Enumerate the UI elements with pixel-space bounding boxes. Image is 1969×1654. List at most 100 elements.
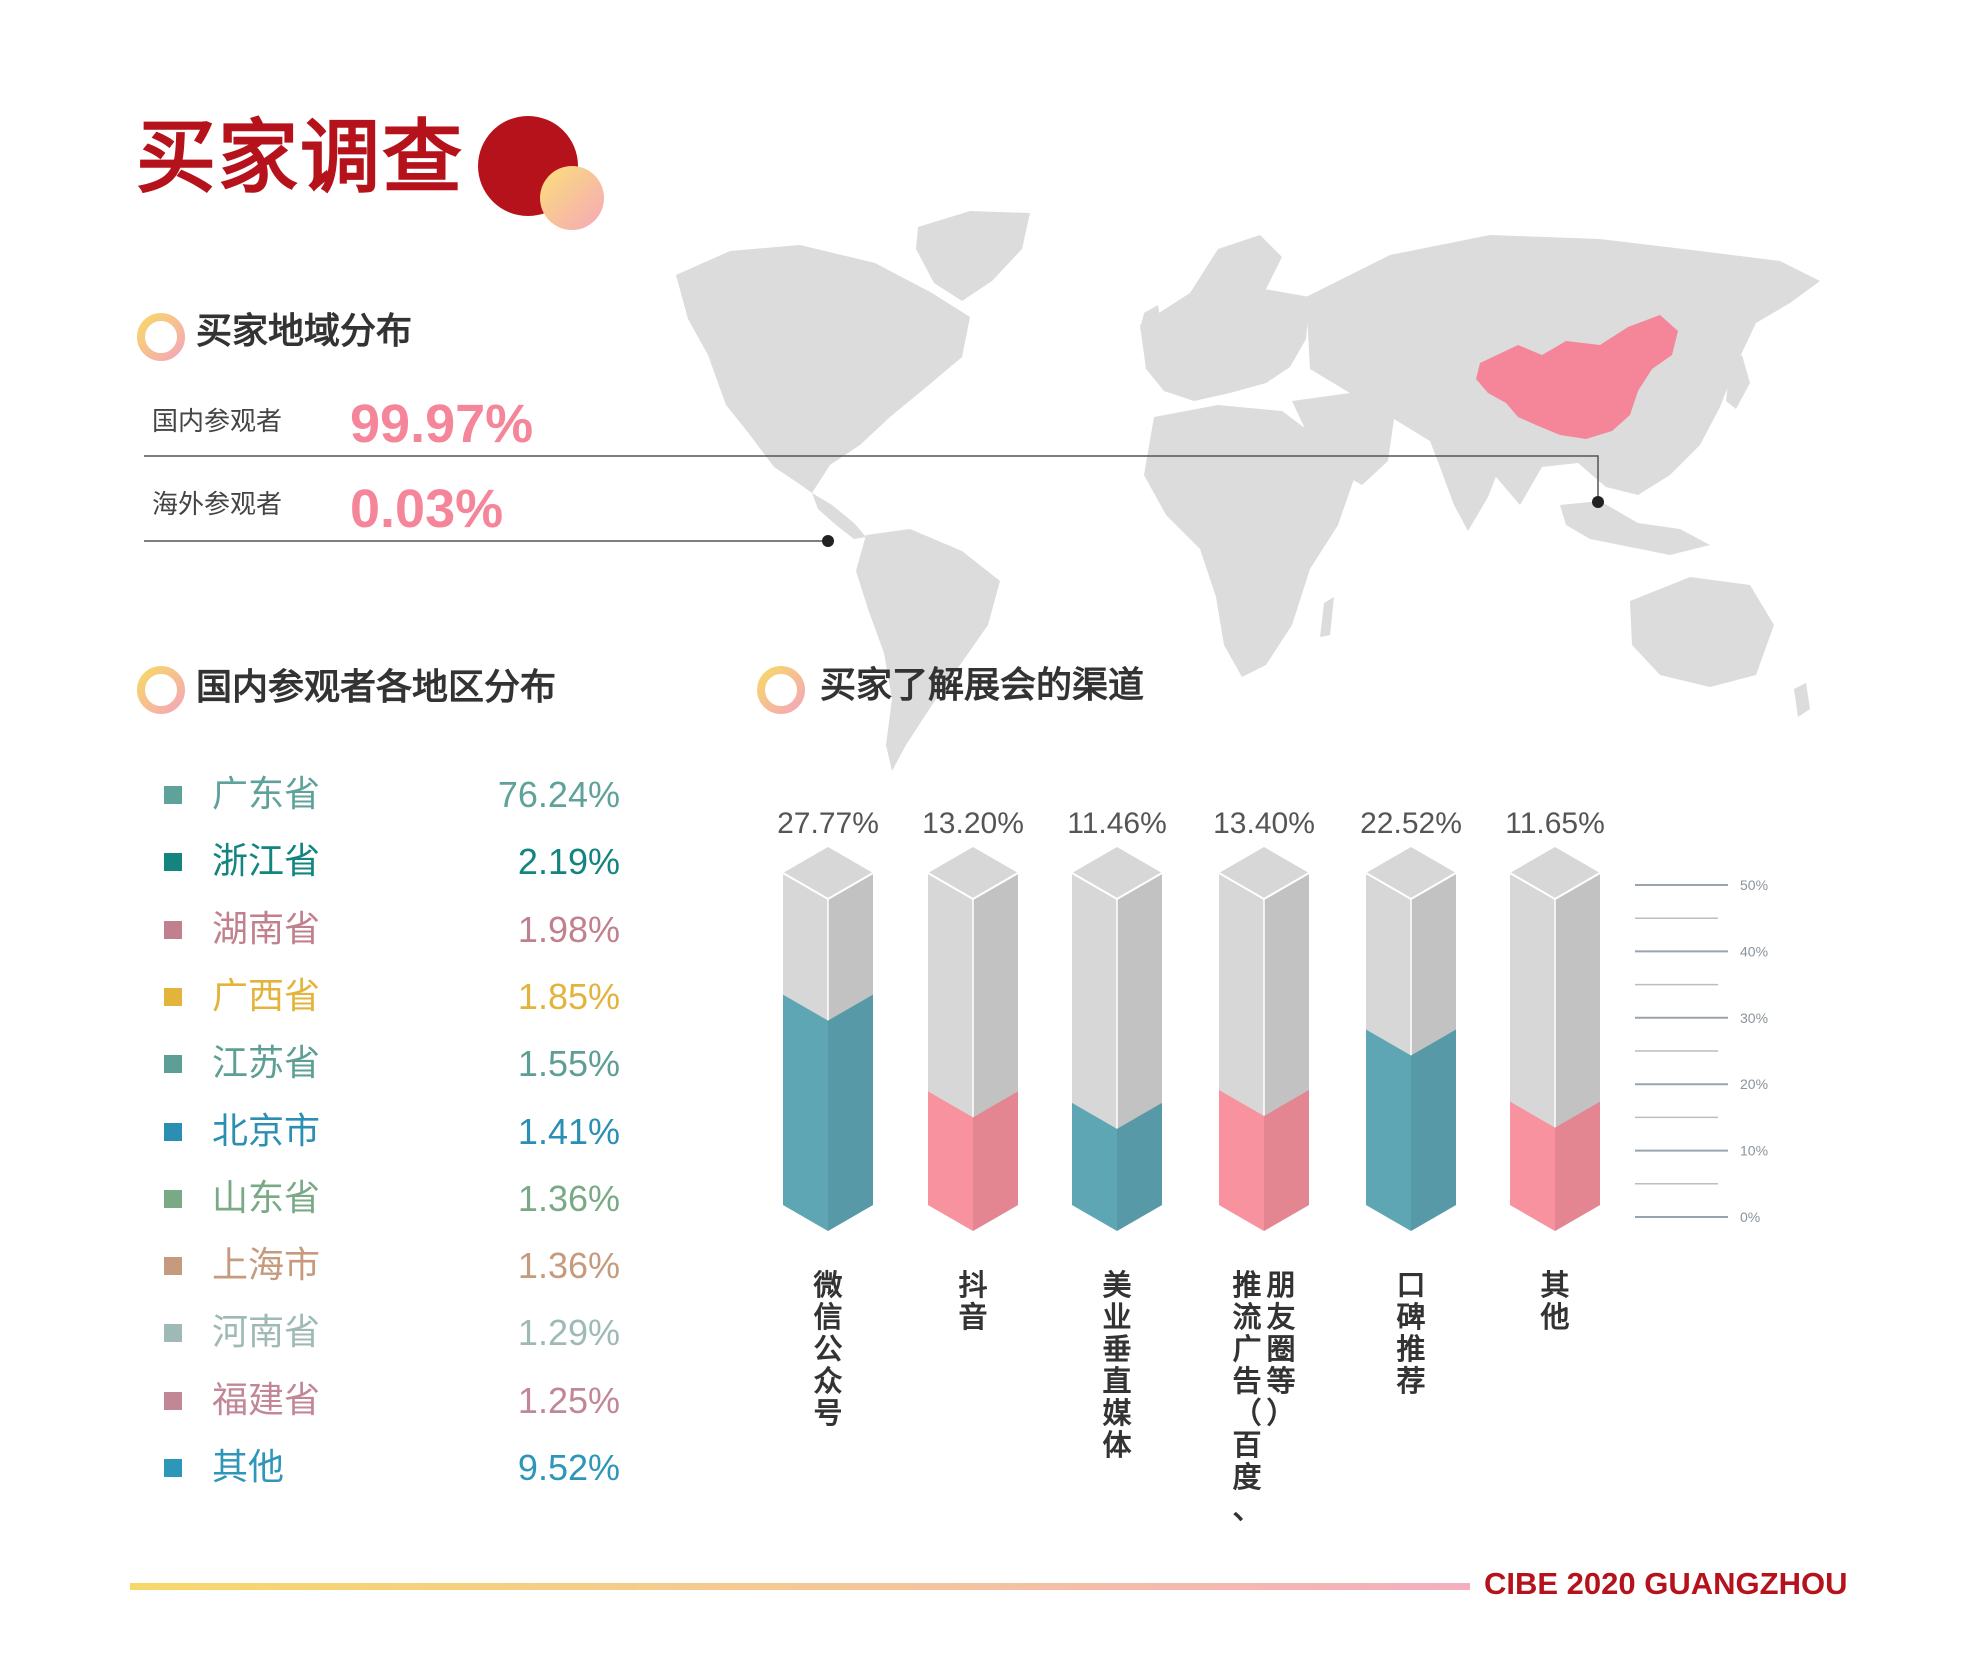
- channel-heading: 买家了解展会的渠道: [820, 665, 1145, 706]
- region-row: 湖南省 1.98%: [160, 907, 620, 953]
- ring-bullet-icon: [757, 666, 805, 714]
- channel-category-char: 广: [1232, 1332, 1261, 1366]
- region-row: 福建省 1.25%: [160, 1378, 620, 1424]
- channel-value-label: 22.52%: [1360, 807, 1462, 840]
- channel-category-char: 公: [813, 1332, 842, 1366]
- channel-category-char: 其: [1540, 1268, 1569, 1302]
- region-name: 浙江省: [212, 841, 321, 883]
- region-value: 1.98%: [517, 908, 620, 950]
- region-name: 上海市: [212, 1245, 321, 1287]
- region-row: 广西省 1.85%: [160, 974, 620, 1020]
- channel-category-char: 朋: [1266, 1268, 1295, 1302]
- china-highlight-shape: [1476, 315, 1678, 439]
- southeast-asia-shape: [1560, 501, 1710, 555]
- region-name: 北京市: [212, 1110, 321, 1152]
- channel-category-char: 口: [1396, 1268, 1425, 1302]
- channel-category-char: 百: [1232, 1428, 1261, 1462]
- region-name: 江苏省: [212, 1043, 321, 1085]
- domestic-leader-dot: [1592, 496, 1604, 508]
- channel-bar-fill-right: [828, 994, 873, 1231]
- australia-shape: [1630, 577, 1774, 687]
- scale-tick-label: 50%: [1740, 877, 1768, 893]
- region-row: 广东省 76.24%: [160, 772, 620, 818]
- region-value: 2.19%: [517, 841, 620, 883]
- region-swatch: [164, 1391, 182, 1410]
- region-row: 北京市 1.41%: [160, 1109, 620, 1155]
- overseas-visitors-value: 0.03%: [350, 479, 504, 539]
- region-swatch: [164, 1257, 182, 1276]
- domestic-visitors-value: 99.97%: [350, 394, 534, 454]
- new-zealand-shape: [1794, 683, 1810, 717]
- channel-category-char: 度: [1232, 1460, 1261, 1494]
- channel-bar-fill-right: [1264, 1090, 1309, 1231]
- channel-value-label: 11.46%: [1067, 807, 1167, 840]
- channel-bar-fill-right: [1411, 1029, 1456, 1231]
- region-name: 福建省: [212, 1379, 321, 1421]
- region-swatch: [164, 1122, 182, 1141]
- channel-bar-fill-right: [973, 1091, 1018, 1231]
- channel-category-char: 信: [813, 1300, 842, 1334]
- region-name: 河南省: [212, 1312, 321, 1354]
- overseas-leader-dot: [822, 535, 834, 547]
- region-row: 浙江省 2.19%: [160, 839, 620, 885]
- scandinavia-shape: [1190, 235, 1282, 299]
- channel-category-char: 告: [1232, 1364, 1261, 1398]
- channel-bar-fill-left: [1510, 1101, 1555, 1231]
- channel-category-char: （: [1232, 1396, 1261, 1430]
- region-value: 1.36%: [517, 1177, 620, 1219]
- japan-shape: [1726, 355, 1750, 409]
- channel-category-char: 媒: [1102, 1396, 1132, 1430]
- channel-category-label: 其他: [1539, 1268, 1569, 1334]
- region-row: 河南省 1.29%: [160, 1310, 620, 1356]
- uk-shape: [1140, 305, 1162, 341]
- region-value: 9.52%: [517, 1447, 620, 1488]
- channel-bar-fill-right: [1117, 1102, 1162, 1231]
- channel-category-char: 众: [813, 1364, 842, 1398]
- region-value: 1.41%: [517, 1110, 620, 1152]
- region-swatch: [164, 1459, 182, 1477]
- channel-category-char: 号: [813, 1396, 842, 1430]
- channel-category-char: 抖: [958, 1268, 987, 1302]
- north-america-shape: [676, 245, 970, 493]
- geo-distribution-heading: 买家地域分布: [196, 311, 413, 352]
- region-name: 湖南省: [212, 908, 321, 950]
- channel-bar: [1365, 847, 1457, 1231]
- scale-tick-label: 10%: [1740, 1143, 1768, 1159]
- region-row: 山东省 1.36%: [160, 1176, 620, 1222]
- region-name: 广东省: [212, 774, 321, 815]
- channel-bar-fill-right: [1555, 1101, 1600, 1231]
- region-row: 其他 9.52%: [160, 1445, 620, 1491]
- page-title: 买家调查: [136, 111, 464, 204]
- channel-category-char: 友: [1266, 1300, 1295, 1334]
- region-swatch: [164, 1189, 182, 1208]
- channel-value-label: 11.65%: [1505, 807, 1605, 840]
- channel-category-char: 直: [1102, 1364, 1131, 1398]
- channel-bar-fill-left: [1366, 1029, 1411, 1231]
- channel-bar-fill-left: [1219, 1090, 1264, 1231]
- region-value: 76.24%: [497, 774, 620, 815]
- central-america-shape: [812, 493, 866, 539]
- greenland-shape: [916, 211, 1030, 301]
- channel-category-char: 美: [1102, 1268, 1131, 1302]
- region-name: 其他: [212, 1447, 285, 1488]
- region-value: 1.29%: [517, 1312, 620, 1354]
- channel-bar: [927, 847, 1019, 1231]
- region-swatch: [164, 987, 182, 1006]
- channel-value-label: 13.40%: [1213, 807, 1315, 840]
- ring-bullet-icon: [137, 313, 185, 361]
- region-swatch: [164, 920, 182, 939]
- channel-bar: [1071, 847, 1163, 1231]
- region-name: 广西省: [212, 975, 321, 1017]
- channel-value-label: 13.20%: [922, 807, 1024, 840]
- channel-bar: [782, 847, 874, 1231]
- europe-shape: [1140, 285, 1310, 401]
- region-name: 山东省: [212, 1177, 321, 1219]
- footer-brand: CIBE 2020 GUANGZHOU: [1484, 1566, 1848, 1601]
- channel-bar-fill-left: [928, 1091, 973, 1231]
- channel-category-char: 推: [1232, 1268, 1261, 1302]
- channel-category-char: 碑: [1396, 1300, 1425, 1334]
- overseas-visitors-label: 海外参观者: [152, 490, 283, 520]
